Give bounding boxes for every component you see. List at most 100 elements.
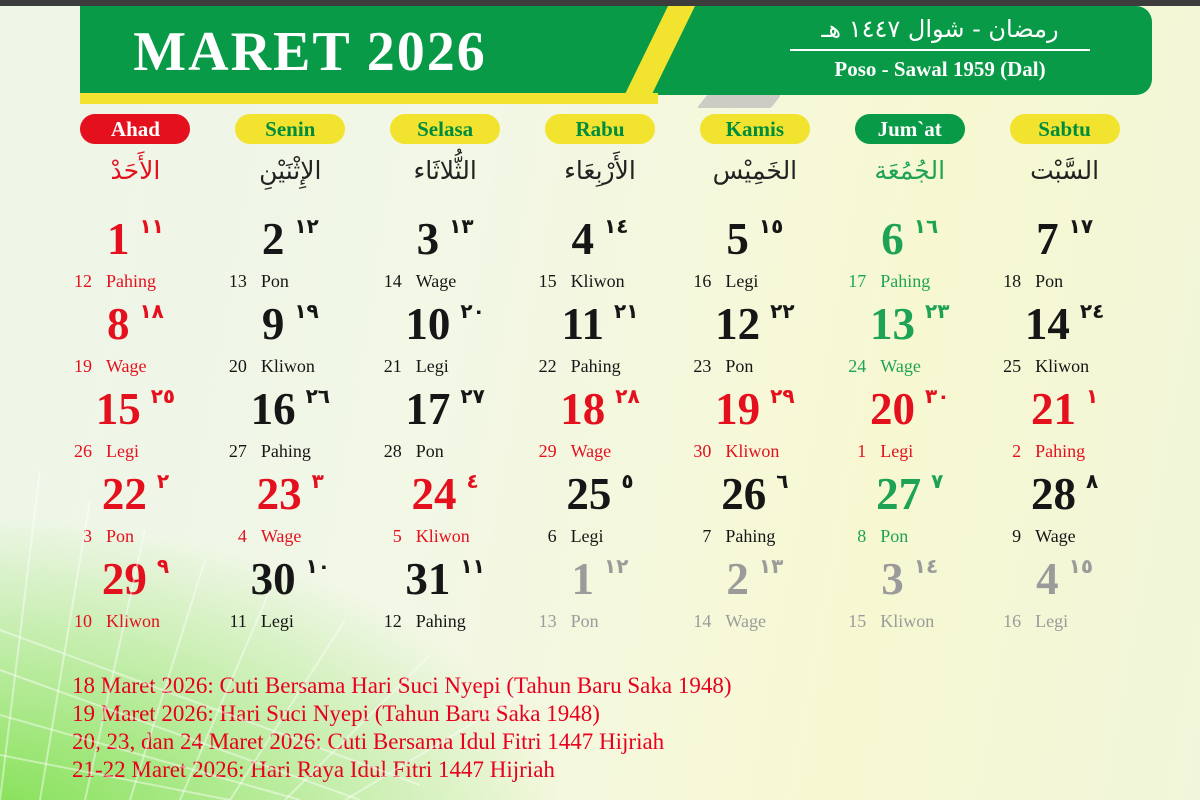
calendar-day-cell: 2 ١٣ 14 Wage xyxy=(677,550,832,635)
javanese-line: 19 Wage xyxy=(58,356,213,377)
date-line: 3 ١٤ xyxy=(832,554,987,608)
hijri-date: ١٣ xyxy=(758,554,784,578)
date-line: 18 ٢٨ xyxy=(523,384,678,438)
weekday-pill: Selasa xyxy=(390,114,501,144)
calendar-day-cell: 21 ١ 2 Pahing xyxy=(987,380,1142,465)
gregorian-date: 29 xyxy=(101,554,147,604)
hijri-date: ٢٠ xyxy=(460,299,485,323)
calendar-day-cell: 28 ٨ 9 Wage xyxy=(987,465,1142,550)
javanese-line: 27 Pahing xyxy=(213,441,368,462)
javanese-line: 29 Wage xyxy=(523,441,678,462)
gregorian-date: 16 xyxy=(250,384,296,434)
hijri-date: ٢ xyxy=(156,469,170,493)
javanese-line: 15 Kliwon xyxy=(523,271,678,292)
hijri-date: ٢١ xyxy=(614,299,639,323)
calendar-day-cell: 30 ١٠ 11 Legi xyxy=(213,550,368,635)
javanese-line: 5 Kliwon xyxy=(368,526,523,547)
calendar-day-cell: 14 ٢٤ 25 Kliwon xyxy=(987,295,1142,380)
javanese-line: 12 Pahing xyxy=(58,271,213,292)
gregorian-date: 23 xyxy=(256,469,302,519)
hijri-month-range: رمضان - شوال ١٤٤٧ هـ xyxy=(821,15,1059,43)
date-line: 5 ١٥ xyxy=(677,214,832,268)
date-line: 30 ١٠ xyxy=(213,554,368,608)
javanese-date-number: 3 xyxy=(83,526,92,546)
javanese-line: 18 Pon xyxy=(987,271,1142,292)
calendar-day-cell: 29 ٩ 10 Kliwon xyxy=(58,550,213,635)
javanese-line: 11 Legi xyxy=(213,611,368,632)
weekday-column-header: Sabtu السَّبْت xyxy=(987,114,1142,210)
gregorian-date: 13 xyxy=(870,299,915,349)
hijri-date: ٢٥ xyxy=(150,384,176,408)
weekday-arabic-name: الخَمِيْس xyxy=(712,156,798,185)
hijri-date: ٥ xyxy=(621,469,634,493)
date-line: 14 ٢٤ xyxy=(987,299,1142,353)
hijri-date: ٣ xyxy=(311,469,324,493)
gregorian-date: 20 xyxy=(870,384,915,434)
weekday-column-header: Ahad الأَحَدْ xyxy=(58,114,213,210)
javanese-line: 15 Kliwon xyxy=(832,611,987,632)
calendar-day-cell: 4 ١٥ 16 Legi xyxy=(987,550,1142,635)
hijri-date: ٦ xyxy=(776,469,789,493)
calendar-day-cell: 1 ١١ 12 Pahing xyxy=(58,210,213,295)
hijri-date: ٤ xyxy=(466,469,479,493)
javanese-line: 17 Pahing xyxy=(832,271,987,292)
hijri-date: ١٦ xyxy=(913,214,939,238)
javanese-date-number: 20 xyxy=(228,356,247,376)
date-line: 1 ١٢ xyxy=(523,554,678,608)
javanese-date-number: 4 xyxy=(237,526,247,546)
gregorian-date: 15 xyxy=(95,384,141,434)
javanese-date-number: 27 xyxy=(228,441,247,461)
gregorian-date: 26 xyxy=(721,469,767,519)
holiday-notes: 18 Maret 2026: Cuti Bersama Hari Suci Ny… xyxy=(72,672,732,784)
date-line: 23 ٣ xyxy=(213,469,368,523)
hijri-date: ٨ xyxy=(1085,469,1099,493)
date-line: 22 ٢ xyxy=(58,469,213,523)
pasaran-name: Pon xyxy=(415,441,444,461)
calendar-grid: Ahad الأَحَدْ Senin الإِثْنَيْنِ Selasa … xyxy=(58,114,1142,635)
date-line: 2 ١٢ xyxy=(213,214,368,268)
javanese-line: 12 Pahing xyxy=(368,611,523,632)
date-line: 15 ٢٥ xyxy=(58,384,213,438)
hijri-date: ١٤ xyxy=(604,214,629,238)
date-line: 21 ١ xyxy=(987,384,1142,438)
javanese-date-number: 23 xyxy=(693,356,712,376)
hijri-date: ٢٩ xyxy=(770,384,795,408)
hijri-date: ٧ xyxy=(931,469,944,493)
javanese-line: 3 Pon xyxy=(58,526,213,547)
calendar-day-cell: 12 ٢٢ 23 Pon xyxy=(677,295,832,380)
date-line: 29 ٩ xyxy=(58,554,213,608)
javanese-date-number: 16 xyxy=(1003,611,1022,631)
javanese-line: 8 Pon xyxy=(832,526,987,547)
javanese-date-number: 29 xyxy=(538,441,557,461)
javanese-date-number: 6 xyxy=(547,526,557,546)
hijri-date: ١٢ xyxy=(294,214,319,238)
pasaran-name: Legi xyxy=(1035,611,1069,631)
gregorian-date: 12 xyxy=(715,299,761,349)
javanese-line: 16 Legi xyxy=(987,611,1142,632)
javanese-date-number: 15 xyxy=(538,271,557,291)
date-line: 11 ٢١ xyxy=(523,299,678,353)
calendar-day-cell: 17 ٢٧ 28 Pon xyxy=(368,380,523,465)
hijri-date: ٣٠ xyxy=(925,384,950,408)
hijri-date: ٢٦ xyxy=(305,384,330,408)
holiday-note: 19 Maret 2026: Hari Suci Nyepi (Tahun Ba… xyxy=(72,701,600,726)
hijri-date: ٢٢ xyxy=(770,299,795,323)
hijri-date: ١ xyxy=(1085,384,1099,408)
calendar-day-cell: 18 ٢٨ 29 Wage xyxy=(523,380,678,465)
gregorian-date: 25 xyxy=(566,469,612,519)
date-line: 3 ١٣ xyxy=(368,214,523,268)
weekday-column-header: Kamis الخَمِيْس xyxy=(677,114,832,210)
hijri-date: ١٢ xyxy=(604,554,629,578)
javanese-line: 9 Wage xyxy=(987,526,1142,547)
calendar-day-cell: 24 ٤ 5 Kliwon xyxy=(368,465,523,550)
javanese-date-number: 2 xyxy=(1012,441,1022,461)
calendar-day-cell: 2 ١٢ 13 Pon xyxy=(213,210,368,295)
pasaran-name: Legi xyxy=(106,441,139,461)
weekday-arabic-name: الجُمُعَة xyxy=(874,156,946,185)
javanese-date-number: 8 xyxy=(857,526,867,546)
header-right-panel: رمضان - شوال ١٤٤٧ هـ Poso - Sawal 1959 (… xyxy=(745,14,1135,82)
pasaran-name: Legi xyxy=(260,611,294,631)
calendar-day-cell: 31 ١١ 12 Pahing xyxy=(368,550,523,635)
javanese-line: 13 Pon xyxy=(523,611,678,632)
javanese-line: 6 Legi xyxy=(523,526,678,547)
